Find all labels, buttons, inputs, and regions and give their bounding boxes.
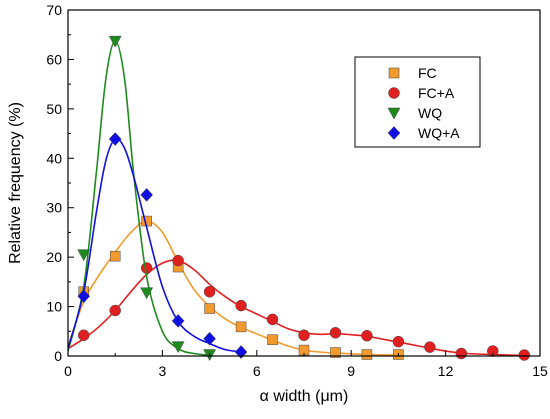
y-tick-label: 50 [46, 101, 62, 117]
data-point [361, 349, 373, 360]
x-tick-label: 0 [64, 363, 72, 379]
y-tick-label: 70 [46, 2, 62, 18]
data-point [234, 345, 248, 359]
series-wq-plus-a [67, 132, 248, 359]
data-point [109, 304, 121, 317]
data-point [518, 349, 531, 361]
y-tick-label: 60 [46, 51, 62, 67]
y-tick-label: 30 [46, 200, 62, 216]
legend-marker [387, 107, 401, 120]
y-tick-label: 0 [54, 348, 62, 364]
data-point [235, 321, 247, 333]
data-point [171, 314, 185, 328]
series-wq [67, 35, 217, 362]
data-point [109, 250, 121, 262]
x-tick-label: 9 [347, 363, 355, 379]
data-point [329, 327, 342, 339]
data-point [455, 347, 468, 360]
series-curve [67, 137, 242, 353]
legend-label: FC+A [418, 85, 455, 101]
data-point [140, 262, 153, 274]
y-axis-title: Relative frequency (%) [7, 102, 24, 264]
data-point [77, 289, 91, 304]
legend-marker [388, 67, 400, 79]
x-tick-label: 12 [438, 363, 454, 379]
data-point [77, 329, 90, 341]
data-point [424, 341, 436, 353]
series-curve [67, 259, 525, 357]
data-point [108, 132, 122, 146]
y-tick-label: 10 [46, 299, 62, 315]
series-fc [67, 215, 404, 360]
legend-label: WQ+A [418, 125, 460, 141]
data-point [140, 287, 154, 300]
data-point [203, 331, 216, 346]
x-tick-label: 15 [532, 363, 548, 379]
data-point [392, 335, 405, 348]
series-curve [67, 220, 399, 356]
x-tick-label: 3 [159, 363, 167, 379]
series-fc-plus-a [67, 254, 531, 361]
legend-label: WQ [418, 105, 442, 121]
data-point [361, 329, 373, 342]
data-point [203, 285, 216, 298]
data-point [140, 187, 154, 202]
legend-marker [388, 87, 400, 99]
data-point [204, 303, 215, 314]
legend-box [354, 56, 481, 148]
legend-label: FC [418, 65, 437, 81]
y-tick-label: 40 [46, 150, 62, 166]
data-point [172, 254, 184, 267]
data-point [266, 313, 279, 326]
y-tick-label: 20 [46, 249, 62, 265]
x-tick-label: 6 [253, 363, 261, 379]
legend: FC FC+A WQ WQ+A [354, 56, 481, 148]
legend-marker [387, 126, 401, 140]
data-point [267, 334, 278, 345]
data-point [298, 329, 310, 341]
axes-layer: 0 3 6 9 12 15 0 10 20 30 40 50 60 70 [46, 2, 548, 379]
data-point [171, 341, 185, 354]
data-point [330, 347, 341, 358]
x-axis-title: α width (μm) [260, 388, 349, 405]
data-point [77, 249, 91, 262]
data-point [235, 299, 247, 312]
data-point [108, 35, 122, 48]
